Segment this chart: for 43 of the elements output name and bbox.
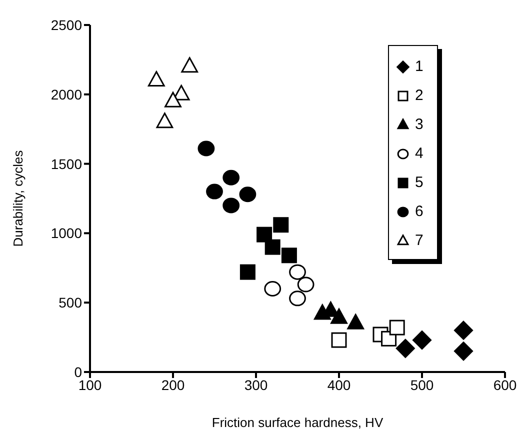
point — [198, 140, 215, 156]
point — [206, 184, 223, 200]
y-tick-label: 1000 — [50, 225, 82, 242]
point — [222, 170, 240, 186]
y-tick-label: 2500 — [50, 16, 82, 33]
x-axis-title: Friction surface hardness, HV — [212, 415, 384, 430]
legend-label: 2 — [415, 87, 424, 104]
y-axis-title: Durability, cycles — [10, 150, 26, 247]
x-tick-label: 400 — [327, 376, 351, 393]
legend-label: 5 — [415, 174, 424, 191]
point — [164, 92, 182, 108]
point — [389, 320, 405, 336]
point — [181, 57, 198, 73]
legend-label: 4 — [415, 145, 424, 162]
point — [264, 280, 282, 296]
legend-label: 1 — [415, 58, 424, 75]
point — [331, 332, 347, 348]
x-tick-label: 500 — [410, 376, 434, 393]
point — [240, 264, 256, 280]
y-tick-label: 2000 — [50, 86, 82, 102]
point — [222, 198, 240, 214]
point — [289, 264, 306, 280]
point — [273, 217, 289, 233]
point — [264, 239, 280, 255]
point — [297, 276, 314, 292]
y-tick-label: 1500 — [50, 156, 82, 172]
x-tick-label: 200 — [161, 376, 185, 393]
point — [239, 186, 256, 202]
y-tick-label: 500 — [58, 294, 82, 311]
point — [156, 112, 174, 128]
x-tick-label: 600 — [493, 376, 517, 393]
point — [148, 71, 165, 87]
legend-label: 6 — [415, 203, 424, 220]
legend-label: 3 — [415, 116, 424, 133]
point — [454, 320, 473, 340]
x-tick-label: 300 — [244, 376, 268, 393]
point — [454, 342, 473, 361]
point — [412, 330, 432, 350]
point — [281, 248, 297, 264]
point — [289, 290, 306, 306]
legend-label: 7 — [415, 232, 424, 249]
point — [256, 226, 272, 242]
point — [396, 338, 415, 358]
